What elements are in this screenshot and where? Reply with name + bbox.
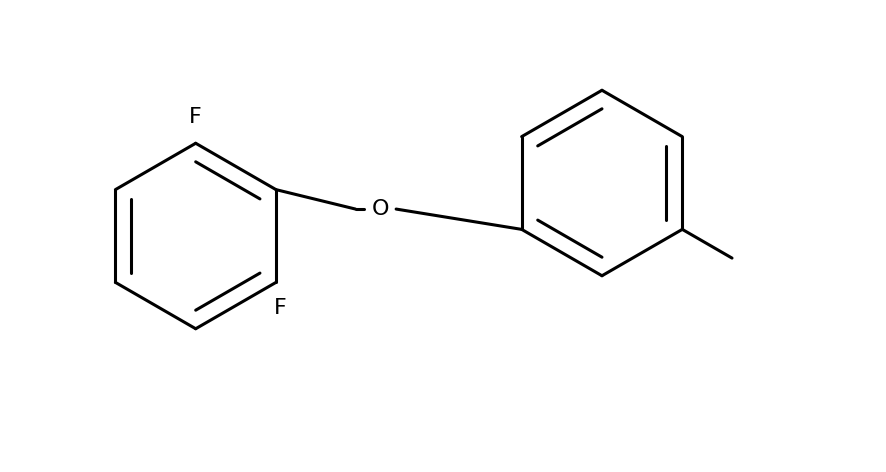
Text: O: O <box>371 199 389 219</box>
Text: F: F <box>274 298 287 318</box>
Text: F: F <box>190 107 202 127</box>
